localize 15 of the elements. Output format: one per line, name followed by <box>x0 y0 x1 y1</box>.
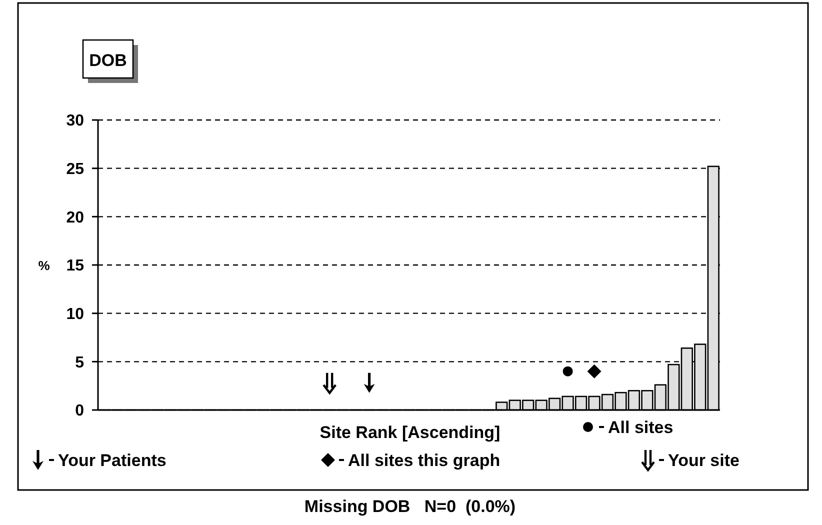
y-axis-title: % <box>38 258 50 273</box>
text: Missing DOB N=0 (0.0%) <box>304 497 516 516</box>
y-tick-label: 25 <box>66 160 84 178</box>
x-axis-title: Site Rank [Ascending] <box>320 423 500 442</box>
legend-label: All sites this graph <box>348 451 500 470</box>
y-tick-label: 30 <box>66 112 84 130</box>
legend-label: All sites <box>608 418 674 437</box>
legend-label: Your Patients <box>58 451 166 470</box>
y-tick-label: 10 <box>66 306 84 323</box>
y-tick-label: 15 <box>66 258 84 275</box>
y-tick-label: 20 <box>66 209 84 226</box>
y-tick-label: 5 <box>75 354 84 372</box>
y-tick-label: 0 <box>75 402 84 420</box>
chart-title: DOB <box>89 51 127 70</box>
legend-label: Your site <box>668 451 740 470</box>
